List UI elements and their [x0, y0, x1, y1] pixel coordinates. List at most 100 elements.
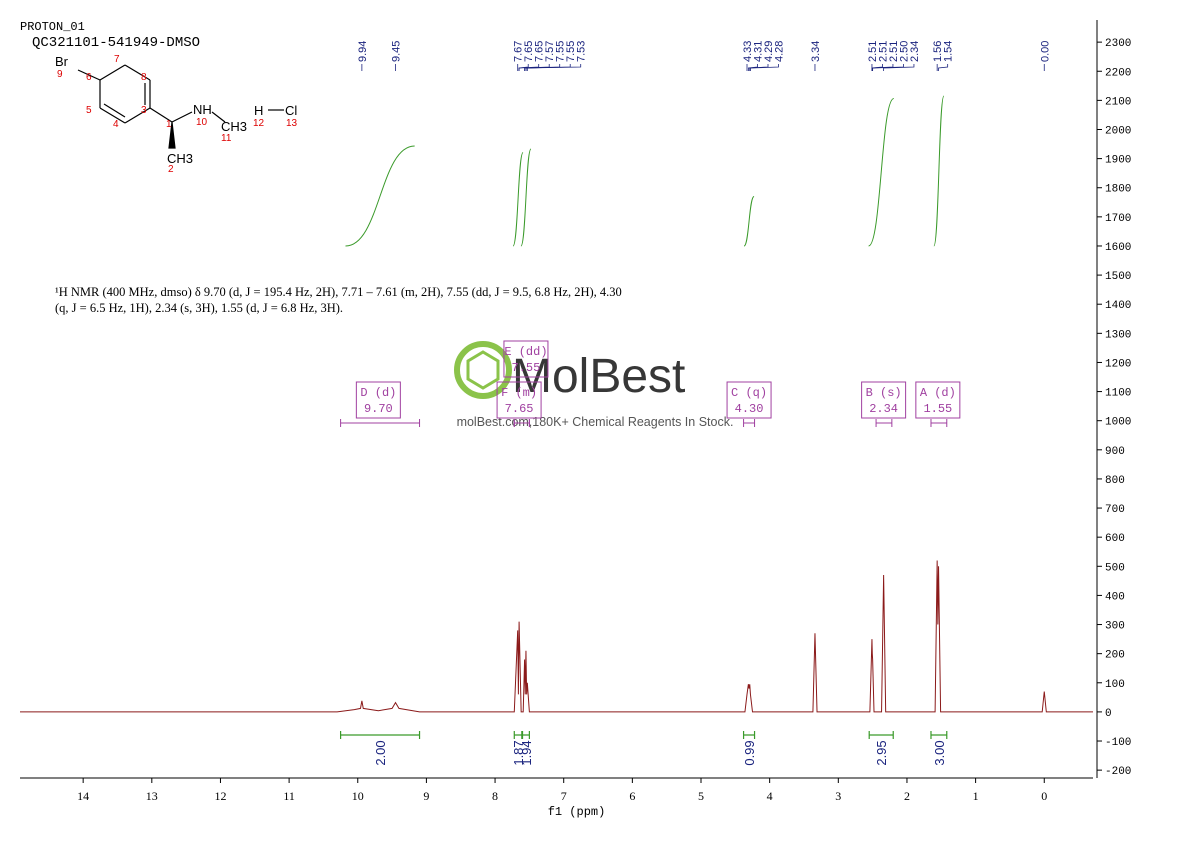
- x-tick-label: 14: [77, 789, 89, 803]
- multiplet-box: [726, 381, 772, 419]
- multiplet-name: B (s): [866, 386, 902, 400]
- peak-label: 9.94: [357, 41, 369, 62]
- y-tick-label: 1100: [1105, 388, 1131, 400]
- atom-label: Br: [55, 54, 69, 69]
- multiplet-shift: 2.34: [869, 402, 898, 416]
- peak-label: 3.34: [810, 41, 822, 62]
- atom-number: 11: [221, 133, 232, 144]
- multiplet-box: [496, 381, 542, 419]
- peak-label: 4.31: [753, 41, 765, 62]
- y-tick-label: 900: [1105, 446, 1125, 458]
- structure-bonds: [77, 64, 284, 149]
- multiplet-box: [355, 381, 401, 419]
- y-tick-label: 1900: [1105, 155, 1131, 167]
- atom-label: Cl: [285, 103, 297, 118]
- multiplet-shift: 4.30: [735, 402, 764, 416]
- description-box: ¹H NMR (400 MHz, dmso) δ 9.70 (d, J = 19…: [55, 285, 622, 315]
- integral-bar: [339, 731, 421, 739]
- peak-label: 1.56: [932, 41, 944, 62]
- peak-label: 7.55: [555, 41, 567, 62]
- peak-connector: [526, 64, 582, 71]
- y-tick-label: 2100: [1105, 96, 1131, 108]
- peak-label: 4.28: [774, 41, 786, 62]
- atom-label: CH3: [167, 151, 193, 166]
- x-tick-label: 0: [1041, 789, 1047, 803]
- multiplet-range: [930, 419, 948, 427]
- x-tick-label: 5: [698, 789, 704, 803]
- integral-bar: [930, 731, 948, 739]
- peak-label: 7.65: [534, 41, 546, 62]
- peak-label: 2.50: [898, 41, 910, 62]
- x-tick-label: 9: [423, 789, 429, 803]
- y-tick-label: 300: [1105, 621, 1125, 633]
- y-tick-label: 200: [1105, 650, 1125, 662]
- y-tick-label: -100: [1105, 737, 1131, 749]
- peak-label: 2.51: [877, 41, 889, 62]
- y-tick-label: 0: [1105, 708, 1112, 720]
- integral-label: 0.99: [742, 740, 757, 765]
- peak-label: 1.54: [943, 41, 955, 62]
- multiplet-name: D (d): [360, 386, 396, 400]
- peak-label: 7.67: [513, 41, 525, 62]
- peak-connector: [883, 64, 915, 71]
- peak-label: 9.45: [391, 41, 403, 62]
- atom-number: 8: [141, 72, 147, 83]
- y-tick-label: 100: [1105, 679, 1125, 691]
- peak-label: 4.29: [763, 41, 775, 62]
- chart-subtitle: QC321101-541949-DMSO: [32, 35, 200, 51]
- y-tick-label: 1800: [1105, 184, 1131, 196]
- atom-number: 9: [57, 69, 63, 80]
- multiplet-range: [513, 419, 530, 427]
- y-tick-label: 700: [1105, 504, 1125, 516]
- x-tick-label: 13: [146, 789, 158, 803]
- nmr-description: ¹H NMR (400 MHz, dmso) δ 9.70 (d, J = 19…: [55, 285, 622, 315]
- x-tick-label: 6: [629, 789, 635, 803]
- multiplet-box: [861, 381, 907, 419]
- integral-bar: [513, 731, 523, 739]
- multiplet-range: [875, 419, 893, 427]
- y-tick-label: 2200: [1105, 67, 1131, 79]
- integral-curve: [868, 98, 895, 247]
- peak-connector: [750, 64, 779, 71]
- integral-curve: [933, 95, 945, 247]
- y-tick-label: 1600: [1105, 242, 1131, 254]
- multiplet-shift: 7.55: [512, 361, 541, 375]
- integral-label: 1.94: [519, 740, 534, 765]
- multiplet-range: [743, 419, 756, 427]
- chart-title: PROTON_01: [20, 20, 85, 34]
- atom-label: H: [254, 103, 263, 118]
- multiplet-name: C (q): [731, 386, 767, 400]
- y-tick-label: 2000: [1105, 125, 1131, 137]
- multiplet-name: A (d): [920, 386, 956, 400]
- multiplet-shift: 9.70: [364, 402, 393, 416]
- integral-curve: [743, 196, 755, 247]
- atom-number: 3: [141, 105, 147, 116]
- x-tick-label: 12: [214, 789, 226, 803]
- integral-curve: [512, 152, 524, 247]
- y-tick-label: 1200: [1105, 358, 1131, 370]
- integral-curve: [345, 145, 415, 247]
- integral-curve: [520, 148, 532, 247]
- atom-number: 5: [86, 105, 92, 116]
- y-tick-label: 2300: [1105, 38, 1131, 50]
- y-tick-label: 800: [1105, 475, 1125, 487]
- peak-label: 2.51: [867, 41, 879, 62]
- y-tick-label: 1000: [1105, 417, 1131, 429]
- atom-number: 12: [253, 118, 265, 129]
- multiplet-name: E (dd): [504, 345, 547, 359]
- multiplet-box: [503, 340, 549, 378]
- peak-label: 7.57: [544, 41, 556, 62]
- spectrum-line: [20, 560, 1093, 713]
- integral-label: 2.95: [874, 740, 889, 765]
- y-tick-label: 1700: [1105, 213, 1131, 225]
- peak-label: 2.51: [888, 41, 900, 62]
- atom-number: 1: [166, 119, 172, 130]
- integral-label: 3.00: [932, 740, 947, 765]
- y-tick-label: 1400: [1105, 300, 1131, 312]
- y-tick-label: 600: [1105, 533, 1125, 545]
- integral-bar: [742, 731, 756, 739]
- x-axis-label: f1 (ppm): [548, 805, 606, 819]
- x-tick-label: 8: [492, 789, 498, 803]
- x-tick-label: 2: [904, 789, 910, 803]
